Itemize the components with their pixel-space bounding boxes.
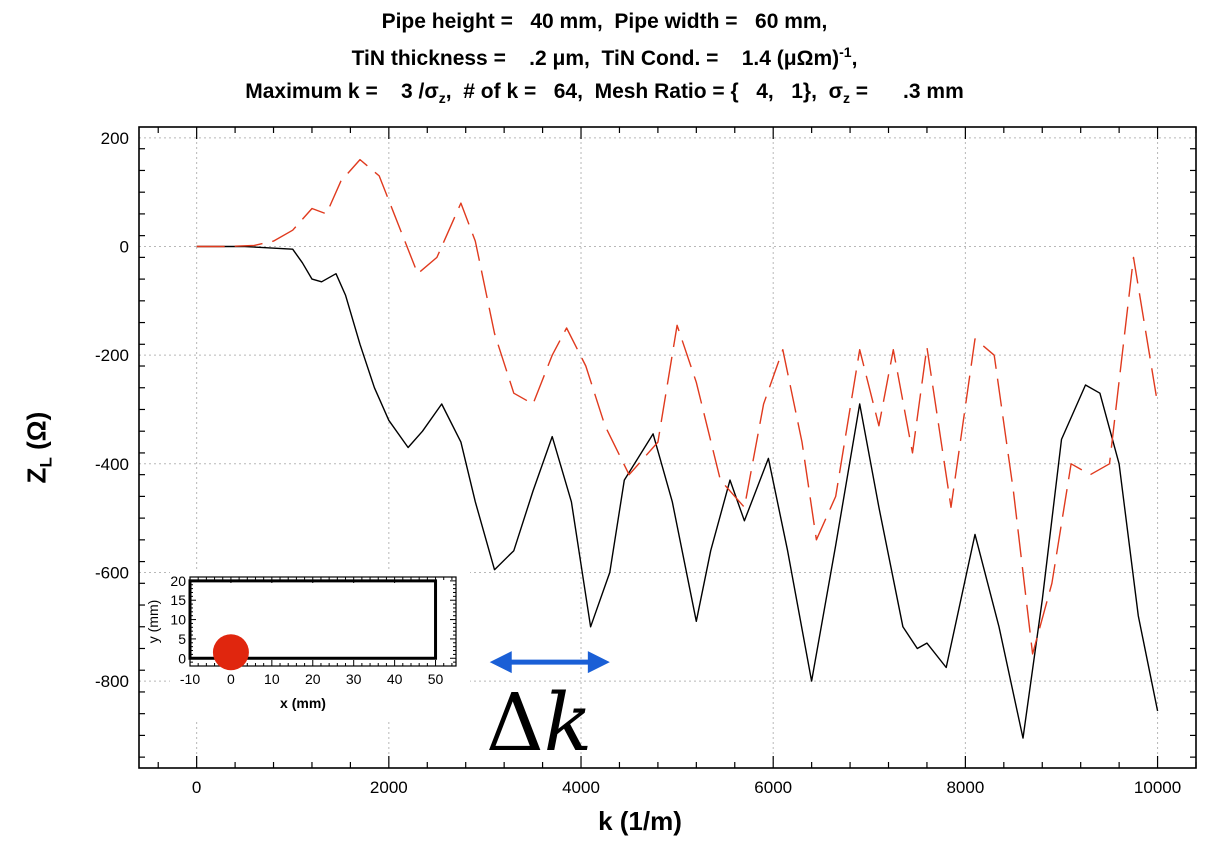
title-line-2-sup: -1 bbox=[839, 44, 852, 60]
title-line-3: Maximum k = 3 /σz, # of k = 64, Mesh Rat… bbox=[0, 80, 1209, 106]
inset-x-tick-label: 30 bbox=[346, 671, 362, 687]
pipe-cross-section bbox=[188, 579, 438, 660]
title-line-2: TiN thickness = .2 μm, TiN Cond. = 1.4 (… bbox=[0, 44, 1209, 71]
y-tick-label: -400 bbox=[95, 455, 129, 474]
inset-x-label: x (mm) bbox=[280, 695, 326, 711]
k-symbol: k bbox=[543, 676, 593, 769]
x-tick-label: 10000 bbox=[1134, 778, 1181, 797]
y-axis-label: ZL (Ω) bbox=[21, 373, 56, 523]
delta-k-arrow bbox=[489, 651, 610, 674]
inset-y-label: y (mm) bbox=[145, 600, 161, 644]
inset-x-tick-label: 0 bbox=[227, 671, 235, 687]
title-line-3a-sub: z bbox=[438, 90, 446, 107]
inset-x-tick-label: 40 bbox=[387, 671, 403, 687]
x-tick-label: 6000 bbox=[754, 778, 792, 797]
y-axis-label-main: Z bbox=[21, 467, 52, 484]
arrow-head-right bbox=[587, 651, 610, 674]
inset-x-tick-label: 10 bbox=[264, 671, 280, 687]
y-axis-label-sub: L bbox=[36, 457, 56, 468]
title-line-2-text: TiN thickness = .2 μm, TiN Cond. = 1.4 (… bbox=[351, 47, 840, 70]
inset-x-tick-label: 20 bbox=[305, 671, 321, 687]
plot-frame bbox=[138, 126, 1197, 769]
y-tick-label: 0 bbox=[120, 238, 129, 257]
inset-y-tick-label: 15 bbox=[170, 592, 186, 608]
series-red-dashed-line bbox=[196, 158, 1159, 655]
inset-cross-section: -10 0 10 20 30 40 50 0 5 10 15 20 x (mm) y (mm) bbox=[145, 570, 470, 720]
inset-y-tick-label: 5 bbox=[178, 631, 186, 647]
delta-symbol: Δ bbox=[486, 676, 544, 769]
x-tick-label: 0 bbox=[192, 778, 201, 797]
x-tick-label: 8000 bbox=[946, 778, 984, 797]
series-group bbox=[196, 158, 1159, 739]
y-tick-label: -600 bbox=[95, 563, 129, 582]
inset-y-tick-label: 20 bbox=[170, 573, 186, 589]
y-tick-label: -200 bbox=[95, 346, 129, 365]
x-tick-label: 2000 bbox=[370, 778, 408, 797]
title-line-3b: , # of k = 64, Mesh Ratio = { 4, 1}, σ bbox=[445, 80, 843, 103]
beam-dot bbox=[212, 634, 249, 671]
inset-x-tick-label: -10 bbox=[180, 671, 200, 687]
y-tick-label: -800 bbox=[95, 672, 129, 691]
series-black-line bbox=[196, 245, 1159, 739]
inset-y-tick-label: 0 bbox=[178, 650, 186, 666]
y-tick-label: 200 bbox=[101, 129, 129, 148]
title-line-1: Pipe height = 40 mm, Pipe width = 60 mm, bbox=[381, 10, 828, 33]
delta-k-label: Δk bbox=[486, 676, 592, 769]
inset-y-tick-label: 10 bbox=[170, 612, 186, 628]
arrow-head-left bbox=[489, 651, 512, 674]
y-axis-label-unit: (Ω) bbox=[21, 411, 52, 458]
inset-x-tick-label: 50 bbox=[428, 671, 444, 687]
x-tick-label: 4000 bbox=[562, 778, 600, 797]
title-line-3c: = .3 mm bbox=[849, 80, 964, 103]
axis-ticks: 0 2000 4000 6000 8000 100002000-200-400-600-8… bbox=[95, 127, 1197, 797]
title-line-3a: Maximum k = 3 /σ bbox=[245, 80, 439, 103]
x-axis-label: k (1/m) bbox=[598, 806, 682, 836]
title-line-3b-sub: z bbox=[842, 90, 850, 107]
title-line-2-end: , bbox=[851, 47, 858, 70]
